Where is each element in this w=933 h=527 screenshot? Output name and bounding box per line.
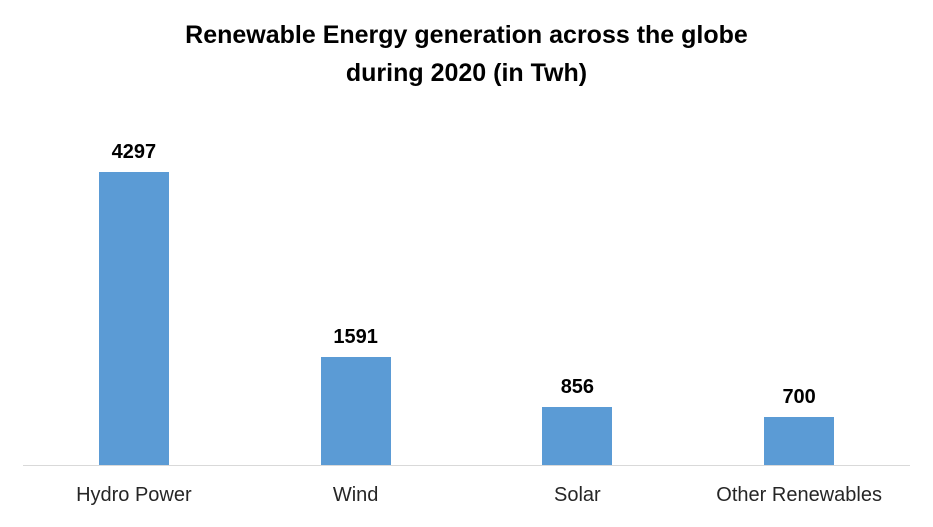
category-label-other-renewables: Other Renewables [716, 484, 882, 506]
bar-solar [542, 407, 613, 465]
chart-title-line-1: Renewable Energy generation across the g… [185, 21, 748, 49]
value-label-solar: 856 [560, 376, 595, 398]
x-axis-line: Hydro Power Wind Solar Other Renewables [23, 465, 910, 507]
value-label-hydro-power: 4297 [111, 141, 157, 163]
category-label-hydro-power: Hydro Power [76, 484, 192, 506]
plot-area: 4297 1591 856 700 [23, 120, 910, 465]
value-label-other-renewables: 700 [782, 386, 816, 408]
bar-column-wind: 1591 [245, 120, 467, 465]
bar-other-renewables [764, 417, 835, 465]
bar-hydro-power [98, 172, 169, 465]
category-label-wind: Wind [332, 484, 379, 506]
bar-wind [320, 357, 391, 465]
bar-column-solar: 856 [467, 120, 689, 465]
chart-title-line-2: during 2020 (in Twh) [345, 59, 588, 87]
bar-column-hydro-power: 4297 [23, 120, 245, 465]
bar-column-other-renewables: 700 [688, 120, 910, 465]
value-label-wind: 1591 [333, 326, 378, 348]
chart-title: Renewable Energy generation across the g… [0, 16, 933, 92]
category-label-solar: Solar [554, 484, 601, 506]
